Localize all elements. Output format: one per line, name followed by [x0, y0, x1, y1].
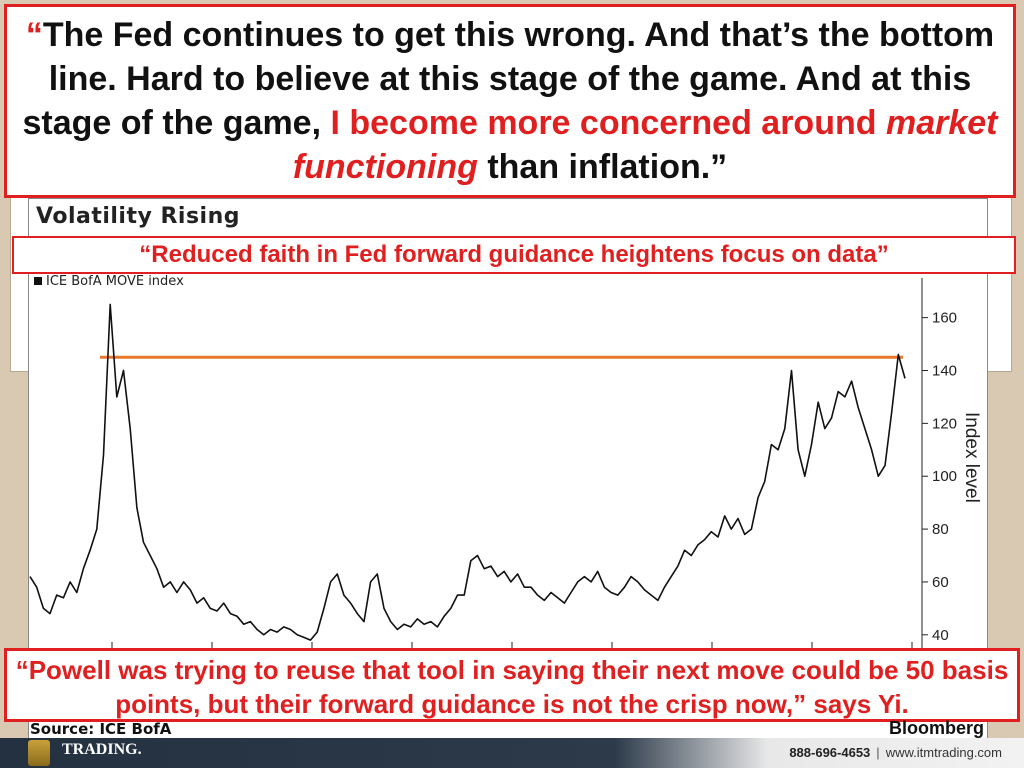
footer-separator: |	[876, 745, 880, 760]
y-tick-label-80: 80	[932, 521, 949, 538]
y-tick-label-40: 40	[932, 627, 949, 644]
quote-top-emphasis: market functioning	[292, 104, 998, 186]
quote-bottom-box: “Powell was trying to reuse that tool in…	[4, 648, 1020, 722]
y-tick-label-140: 140	[932, 363, 957, 380]
y-axis-label: Index level	[961, 412, 982, 503]
series-line-move-index	[29, 303, 906, 641]
logo-icon	[28, 740, 50, 766]
legend-swatch	[34, 277, 42, 285]
y-tick-label-160: 160	[932, 310, 957, 327]
legend-label: ICE BofA MOVE index	[46, 274, 184, 289]
quote-subheading: “Reduced faith in Fed forward guidance h…	[12, 236, 1016, 274]
footer-contact: 888-696-4653 | www.itmtrading.com	[789, 745, 1002, 760]
quote-top-box: “The Fed continues to get this wrong. An…	[4, 4, 1016, 198]
footer-phone: 888-696-4653	[789, 745, 871, 760]
publisher-logo: Bloomberg	[888, 718, 984, 738]
chart-title: Volatility Rising	[36, 204, 241, 229]
chart-source: Source: ICE BofA	[30, 720, 172, 738]
footer-bar	[0, 738, 1024, 768]
quote-top-highlight: I become more concerned around	[330, 104, 886, 142]
quote-open-mark: “	[25, 16, 43, 54]
quote-top-end: than inflation.”	[477, 148, 728, 186]
footer-logo-text: TRADING.	[62, 741, 142, 758]
y-tick-label-60: 60	[932, 574, 949, 591]
y-tick-label-100: 100	[932, 468, 957, 485]
footer-website[interactable]: www.itmtrading.com	[885, 745, 1002, 760]
quote-top-text: The Fed continues to get this wrong. And…	[22, 16, 995, 142]
y-tick-label-120: 120	[932, 415, 957, 432]
chart-legend: ICE BofA MOVE index	[34, 274, 184, 289]
